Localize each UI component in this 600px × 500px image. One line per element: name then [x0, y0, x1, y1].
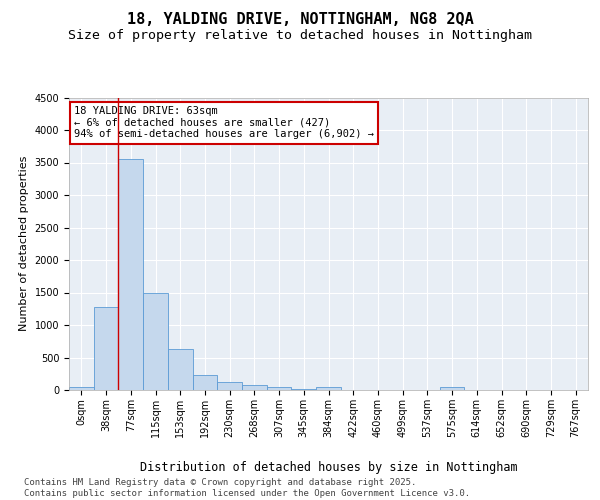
- Bar: [217, 382, 242, 390]
- Text: 18 YALDING DRIVE: 63sqm
← 6% of detached houses are smaller (427)
94% of semi-de: 18 YALDING DRIVE: 63sqm ← 6% of detached…: [74, 106, 374, 140]
- Bar: [267, 387, 292, 390]
- Y-axis label: Number of detached properties: Number of detached properties: [19, 156, 29, 332]
- Bar: [143, 293, 168, 390]
- Bar: [168, 349, 193, 390]
- Text: Size of property relative to detached houses in Nottingham: Size of property relative to detached ho…: [68, 29, 532, 42]
- Bar: [316, 387, 341, 390]
- Text: Contains HM Land Registry data © Crown copyright and database right 2025.
Contai: Contains HM Land Registry data © Crown c…: [24, 478, 470, 498]
- Bar: [193, 375, 217, 390]
- Bar: [440, 387, 464, 390]
- Bar: [94, 308, 118, 390]
- Bar: [242, 385, 267, 390]
- Text: 18, YALDING DRIVE, NOTTINGHAM, NG8 2QA: 18, YALDING DRIVE, NOTTINGHAM, NG8 2QA: [127, 12, 473, 28]
- Bar: [69, 387, 94, 390]
- Bar: [118, 159, 143, 390]
- Text: Distribution of detached houses by size in Nottingham: Distribution of detached houses by size …: [140, 461, 518, 474]
